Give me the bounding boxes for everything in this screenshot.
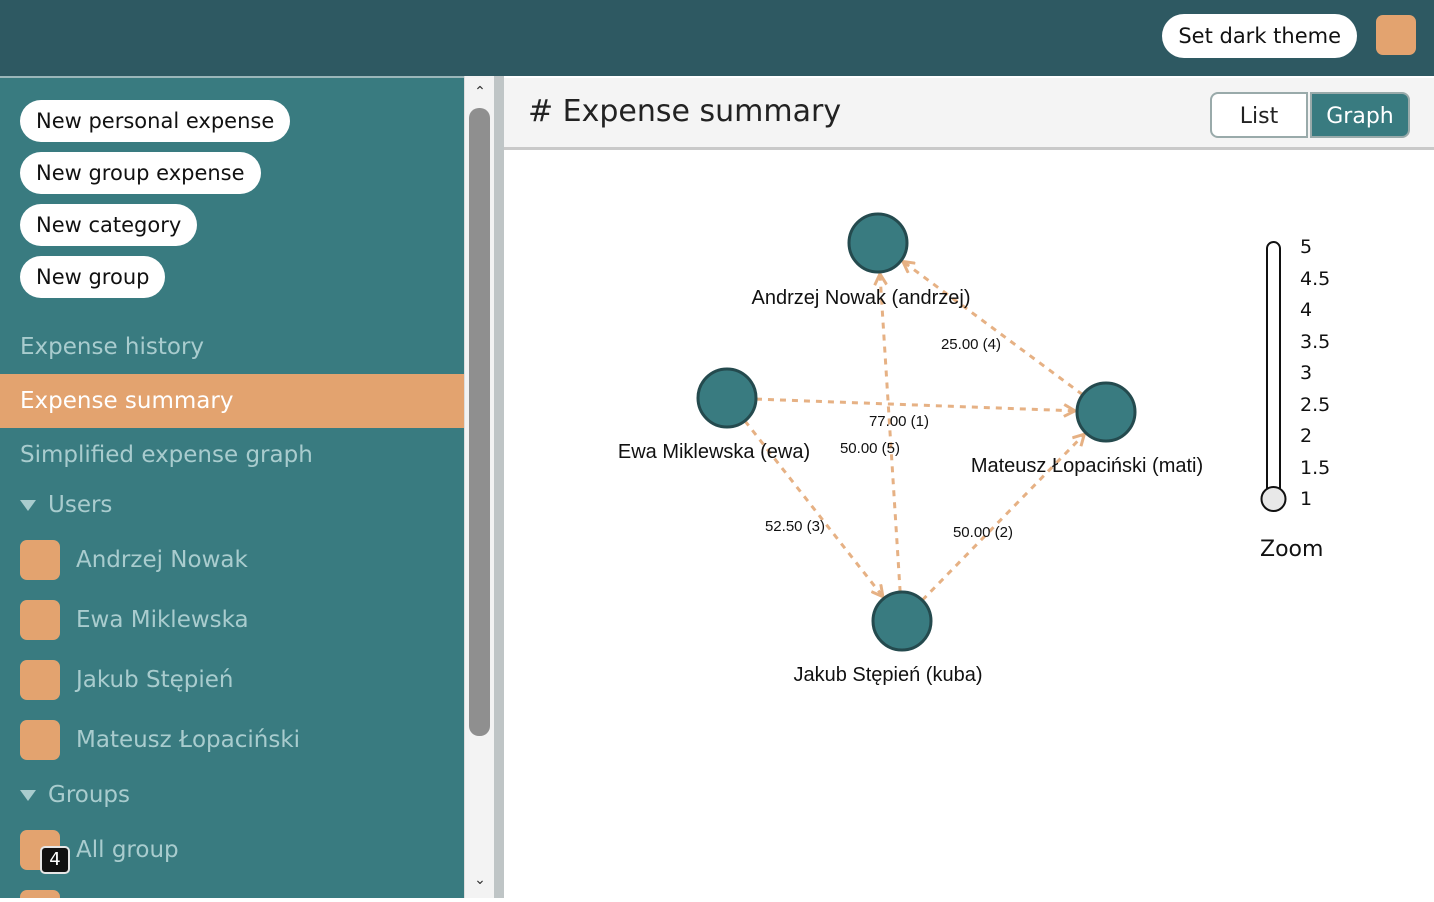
- user-avatar-square: [20, 600, 60, 640]
- zoom-tick-label: 4.5: [1300, 267, 1331, 290]
- user-name: Ewa Miklewska: [76, 607, 249, 633]
- new-group-button[interactable]: New group: [20, 256, 166, 298]
- groups-section-toggle[interactable]: Groups: [20, 782, 130, 808]
- list-view-tab[interactable]: List: [1210, 92, 1308, 138]
- triangle-down-icon: [20, 790, 36, 801]
- top-bar: Set dark theme: [0, 0, 1434, 76]
- users-heading: Users: [48, 492, 113, 518]
- edge-kuba-andrzej: [880, 274, 902, 593]
- graph-node-label: Jakub Stępień (kuba): [793, 664, 982, 686]
- users-section-toggle[interactable]: Users: [20, 492, 112, 518]
- new-group-expense-button[interactable]: New group expense: [20, 152, 261, 194]
- edge-ewa-mati: [755, 397, 1075, 411]
- edge-label: 77.00 (1): [869, 413, 929, 430]
- set-dark-theme-button[interactable]: Set dark theme: [1162, 14, 1357, 58]
- scroll-up-icon[interactable]: ⌃: [474, 84, 486, 100]
- scroll-down-icon[interactable]: ⌄: [474, 872, 486, 888]
- graph-node-andrzej[interactable]: [847, 212, 909, 274]
- sidebar-scrollbar[interactable]: ⌃ ⌄: [464, 76, 494, 898]
- nav-expense-history[interactable]: Expense history: [20, 334, 205, 360]
- main-header: # Expense summary List Graph: [504, 78, 1434, 150]
- zoom-slider-thumb[interactable]: [1260, 486, 1287, 512]
- edge-ewa-kuba: [743, 419, 883, 597]
- nav-simplified-expense-graph[interactable]: Simplified expense graph: [20, 442, 313, 468]
- zoom-tick-label: 1: [1300, 488, 1313, 510]
- zoom-slider[interactable]: [1256, 234, 1296, 524]
- new-personal-expense-button[interactable]: New personal expense: [20, 100, 291, 142]
- user-avatar-square: [20, 660, 60, 700]
- zoom-tick-label: 2.5: [1300, 393, 1331, 416]
- edge-mati-andrzej: [903, 261, 1084, 396]
- sidebar: New personal expense New group expense N…: [0, 76, 464, 898]
- zoom-tick-label: 2: [1300, 425, 1313, 447]
- zoom-label: Zoom: [1260, 537, 1324, 562]
- graph-node-label: Mateusz Łopaciński (mati): [971, 455, 1203, 477]
- edge-label: 25.00 (4): [941, 336, 1001, 353]
- graph-node-label: Andrzej Nowak (andrzej): [752, 287, 971, 309]
- page-title: # Expense summary: [528, 94, 842, 129]
- edge-kuba-mati: [921, 434, 1084, 602]
- graph-node-kuba[interactable]: [871, 590, 933, 652]
- new-category-button[interactable]: New category: [20, 204, 198, 246]
- graph-node-mati[interactable]: [1075, 381, 1137, 443]
- user-name: Jakub Stępień: [76, 667, 234, 693]
- zoom-tick-label: 4: [1300, 299, 1313, 321]
- graph-view-tab[interactable]: Graph: [1310, 92, 1410, 138]
- user-avatar[interactable]: [1376, 15, 1416, 55]
- edge-label: 52.50 (3): [765, 518, 825, 535]
- nav-expense-summary[interactable]: Expense summary: [0, 374, 464, 428]
- triangle-down-icon: [20, 500, 36, 511]
- zoom-tick-label: 1.5: [1300, 456, 1331, 479]
- graph-node-ewa[interactable]: [696, 367, 758, 429]
- zoom-tick-label: 5: [1300, 236, 1313, 258]
- pane-divider[interactable]: [494, 76, 504, 898]
- user-name: Mateusz Łopaciński: [76, 727, 301, 753]
- zoom-slider-track[interactable]: [1266, 241, 1281, 509]
- user-name: Andrzej Nowak: [76, 547, 248, 573]
- zoom-tick-label: 3: [1300, 362, 1313, 384]
- groups-heading: Groups: [48, 782, 131, 808]
- group-avatar-square: [20, 890, 60, 898]
- user-avatar-square: [20, 540, 60, 580]
- edge-label: 50.00 (2): [953, 524, 1013, 541]
- zoom-tick-label: 3.5: [1300, 330, 1331, 353]
- expense-graph[interactable]: 25.00 (4) 77.00 (1) 50.00 (5) 52.50 (3) 50.0…: [504, 150, 1434, 898]
- graph-node-label: Ewa Miklewska (ewa): [618, 441, 810, 463]
- scroll-thumb[interactable]: [469, 108, 490, 736]
- edge-label: 50.00 (5): [840, 440, 900, 457]
- user-avatar-square: [20, 720, 60, 760]
- group-count-badge: 4: [40, 846, 70, 874]
- group-name: All group: [76, 837, 179, 863]
